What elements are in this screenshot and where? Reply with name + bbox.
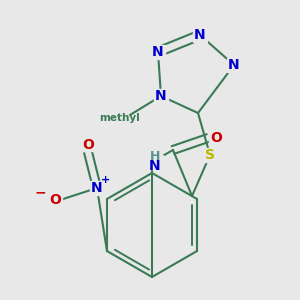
Text: +: +	[101, 175, 111, 185]
Bar	[151, 45, 165, 59]
Text: N: N	[194, 28, 206, 42]
Bar	[141, 155, 163, 169]
Bar	[154, 89, 168, 103]
Text: H: H	[150, 151, 160, 164]
Text: N: N	[155, 89, 167, 103]
Text: S: S	[205, 148, 215, 162]
Text: N: N	[152, 45, 164, 59]
Bar	[193, 28, 207, 42]
Bar	[209, 131, 223, 145]
Bar	[48, 193, 62, 207]
Bar	[202, 148, 217, 162]
Text: O: O	[82, 138, 94, 152]
Text: methyl: methyl	[100, 113, 140, 123]
Text: O: O	[210, 131, 222, 145]
Text: N: N	[228, 58, 240, 72]
Text: N: N	[149, 159, 161, 173]
Text: O: O	[49, 193, 61, 207]
Bar	[81, 139, 95, 151]
Text: −: −	[34, 185, 46, 199]
Bar	[227, 58, 241, 72]
Bar	[90, 181, 104, 195]
Text: N: N	[91, 181, 103, 195]
